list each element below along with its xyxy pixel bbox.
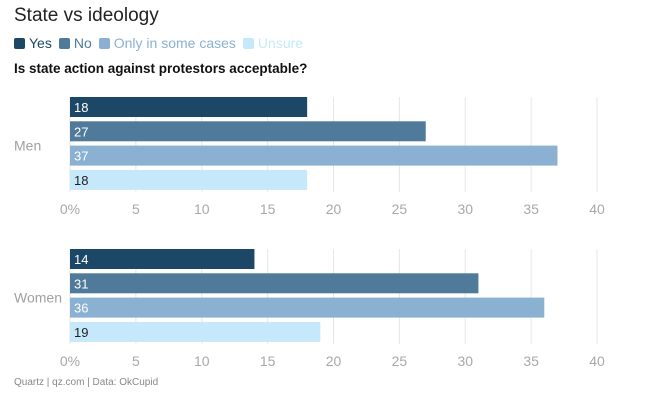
bar-women-yes <box>70 249 255 269</box>
bar-men-some <box>70 145 558 166</box>
bar-label-women-unsure: 19 <box>74 325 88 340</box>
legend-item-unsure: Unsure <box>242 35 304 51</box>
bar-men-unsure <box>70 169 308 190</box>
chart-subtitle: Is state action against protestors accep… <box>14 61 308 76</box>
tick-label-women-20: 20 <box>326 353 342 369</box>
bar-label-women-yes: 14 <box>74 252 88 267</box>
legend-item-yes: Yes <box>14 35 52 51</box>
tick-label-women-10: 10 <box>194 353 210 369</box>
tick-label-men-15: 15 <box>260 201 276 217</box>
tick-label-men-30: 30 <box>457 201 473 217</box>
tick-label-women-40: 40 <box>589 353 605 369</box>
bar-women-unsure <box>70 321 321 342</box>
tick-label-women-15: 15 <box>260 353 276 369</box>
legend-label-yes: Yes <box>29 35 52 51</box>
legend-swatch-yes <box>14 37 25 49</box>
bar-men-yes <box>70 97 308 117</box>
legend-item-no: No <box>58 35 92 51</box>
legend-label-no: No <box>73 35 92 51</box>
legend-swatch-unsure <box>242 37 254 49</box>
tick-label-women-25: 25 <box>392 353 408 369</box>
bar-women-some <box>70 297 545 318</box>
category-label-women: Women <box>14 290 62 306</box>
tick-label-men-0: 0% <box>60 201 80 217</box>
tick-label-men-5: 5 <box>132 201 140 217</box>
tick-label-women-35: 35 <box>523 353 539 369</box>
bar-label-men-no: 27 <box>74 124 88 139</box>
legend-swatch-some <box>98 37 110 49</box>
bar-label-women-some: 36 <box>74 301 88 316</box>
tick-label-men-20: 20 <box>326 201 342 217</box>
legend-label-unsure: Unsure <box>257 35 304 51</box>
chart-title: State vs ideology <box>14 5 159 26</box>
tick-label-men-10: 10 <box>194 201 210 217</box>
bar-label-men-some: 37 <box>74 149 88 164</box>
bar-men-no <box>70 121 426 142</box>
tick-label-women-5: 5 <box>132 353 140 369</box>
tick-label-men-40: 40 <box>589 201 605 217</box>
legend-label-some: Only in some cases <box>113 35 236 51</box>
legend-item-some: Only in some cases <box>98 35 236 51</box>
bar-label-men-yes: 18 <box>74 100 88 115</box>
tick-label-men-25: 25 <box>392 201 408 217</box>
bar-label-women-no: 31 <box>74 276 88 291</box>
tick-label-women-0: 0% <box>60 353 80 369</box>
bar-women-no <box>70 273 479 294</box>
category-label-men: Men <box>14 138 41 154</box>
source-footer: Quartz | qz.com | Data: OkCupid <box>14 377 159 388</box>
tick-label-men-35: 35 <box>523 201 539 217</box>
legend-swatch-no <box>58 37 70 49</box>
legend: Yes No Only in some cases Unsure <box>14 35 310 51</box>
tick-label-women-30: 30 <box>457 353 473 369</box>
bar-label-men-unsure: 18 <box>74 173 88 188</box>
